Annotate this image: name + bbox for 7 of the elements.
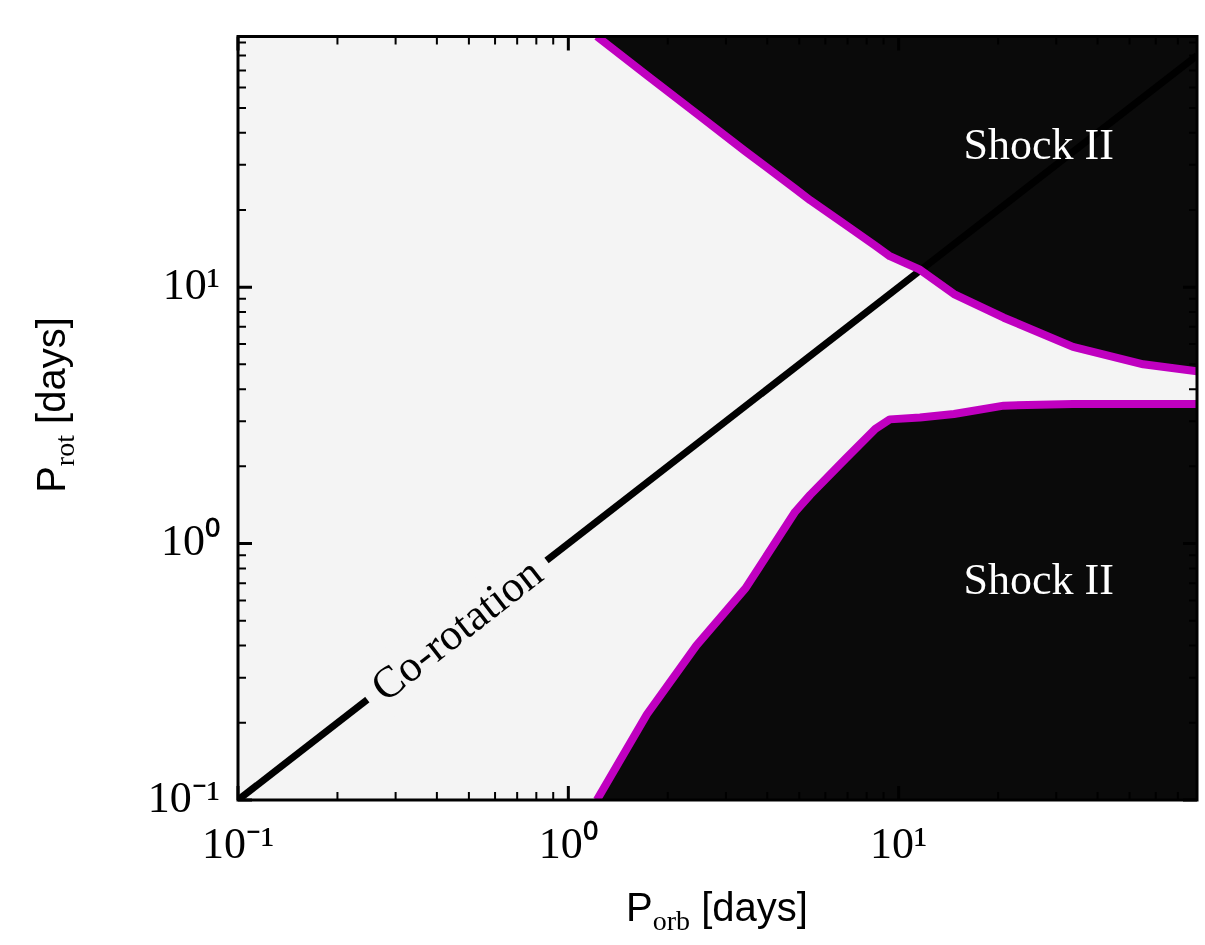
y-tick-label: 10⁰: [161, 516, 220, 566]
y-tick-label: 10¹: [162, 259, 220, 309]
x-tick-label: 10¹: [870, 818, 928, 868]
x-tick-label: 10⁰: [538, 818, 598, 868]
x-axis-title: P$_{orb}$ [days]: [626, 885, 808, 937]
annotation: Shock II: [963, 554, 1114, 604]
annotation: Shock II: [963, 119, 1114, 169]
